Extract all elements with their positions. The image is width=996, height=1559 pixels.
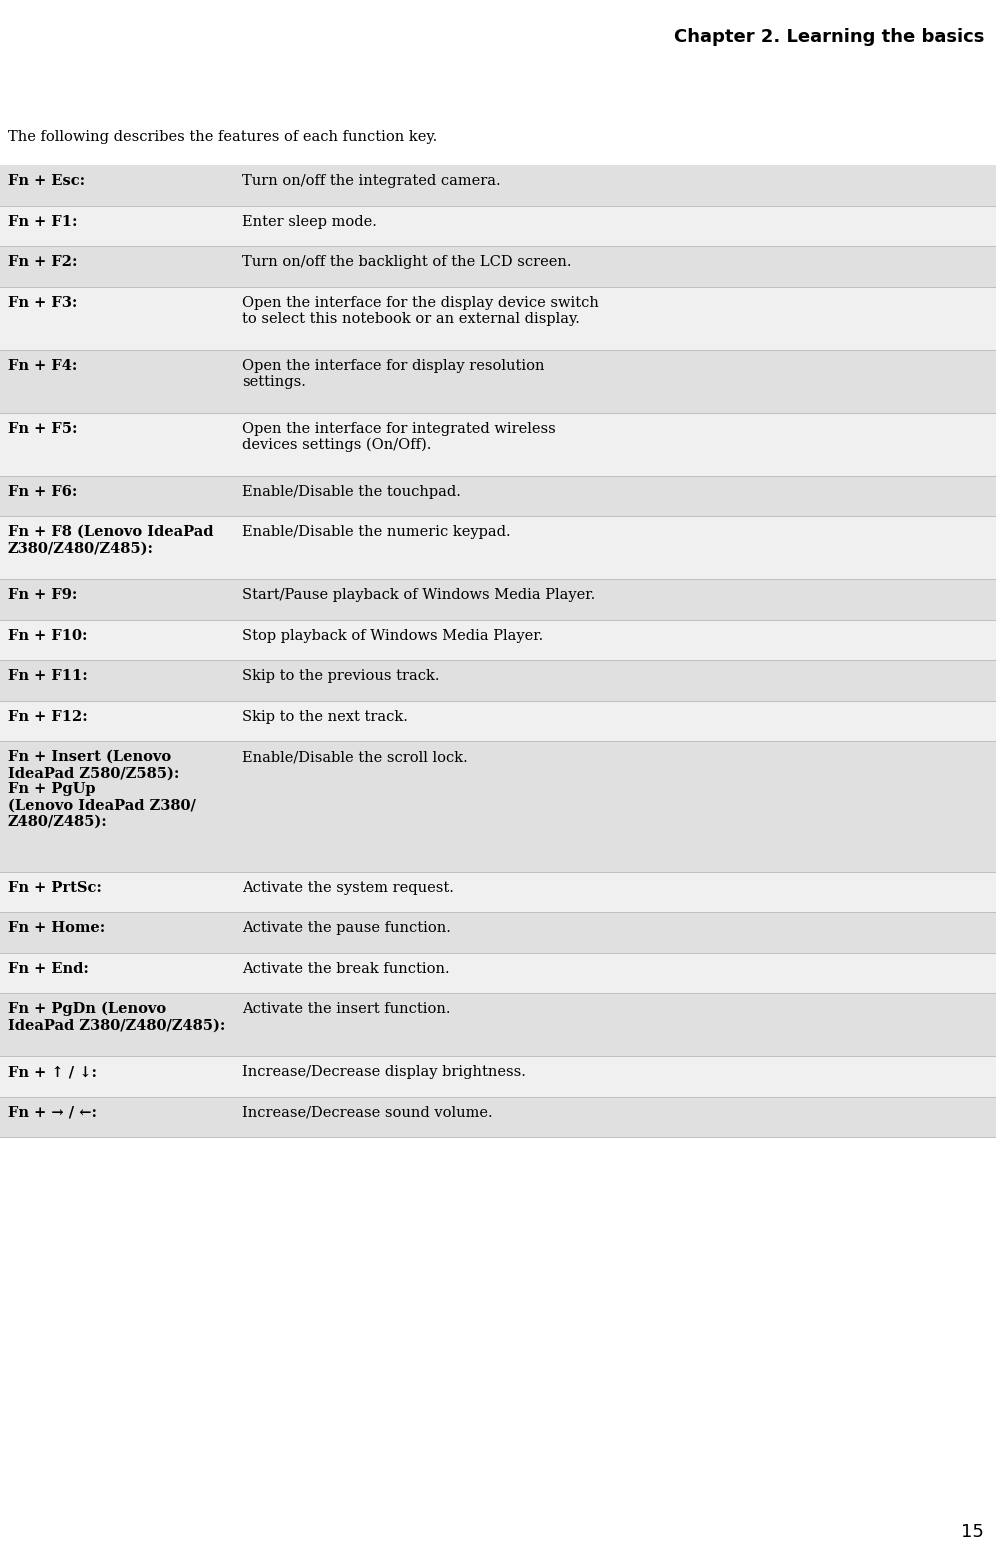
Text: Fn + F9:: Fn + F9: xyxy=(8,588,78,602)
Text: Fn + Home:: Fn + Home: xyxy=(8,921,106,935)
Text: Fn + F6:: Fn + F6: xyxy=(8,485,78,499)
Bar xyxy=(0,246,996,287)
Text: Fn + F4:: Fn + F4: xyxy=(8,359,78,373)
Text: Fn + F5:: Fn + F5: xyxy=(8,421,78,435)
Bar xyxy=(0,516,996,578)
Text: Turn on/off the integrated camera.: Turn on/off the integrated camera. xyxy=(242,175,501,189)
Bar xyxy=(0,475,996,516)
Text: Fn + End:: Fn + End: xyxy=(8,962,89,976)
Text: Open the interface for integrated wireless
devices settings (On/Off).: Open the interface for integrated wirele… xyxy=(242,421,556,452)
Text: Fn + F12:: Fn + F12: xyxy=(8,709,88,723)
Text: 15: 15 xyxy=(961,1523,984,1540)
Bar xyxy=(0,993,996,1055)
Text: Activate the system request.: Activate the system request. xyxy=(242,881,454,895)
Bar xyxy=(0,700,996,741)
Text: Fn + F3:: Fn + F3: xyxy=(8,296,78,310)
Bar xyxy=(0,206,996,246)
Text: Enable/Disable the scroll lock.: Enable/Disable the scroll lock. xyxy=(242,750,468,764)
Bar xyxy=(0,1055,996,1096)
Text: Fn + → / ←:: Fn + → / ←: xyxy=(8,1105,97,1119)
Text: Fn + PrtSc:: Fn + PrtSc: xyxy=(8,881,102,895)
Bar xyxy=(0,619,996,659)
Text: Activate the insert function.: Activate the insert function. xyxy=(242,1002,450,1016)
Text: Fn + PgDn (Lenovo
IdeaPad Z380/Z480/Z485):: Fn + PgDn (Lenovo IdeaPad Z380/Z480/Z485… xyxy=(8,1002,225,1032)
Text: Fn + F11:: Fn + F11: xyxy=(8,669,88,683)
Text: The following describes the features of each function key.: The following describes the features of … xyxy=(8,129,437,143)
Text: Enable/Disable the touchpad.: Enable/Disable the touchpad. xyxy=(242,485,461,499)
Bar xyxy=(0,871,996,912)
Bar xyxy=(0,912,996,953)
Bar xyxy=(0,953,996,993)
Text: Open the interface for display resolution
settings.: Open the interface for display resolutio… xyxy=(242,359,545,388)
Bar xyxy=(0,349,996,413)
Text: Fn + F8 (Lenovo IdeaPad
Z380/Z480/Z485):: Fn + F8 (Lenovo IdeaPad Z380/Z480/Z485): xyxy=(8,525,213,555)
Bar xyxy=(0,741,996,871)
Bar xyxy=(0,413,996,475)
Text: Chapter 2. Learning the basics: Chapter 2. Learning the basics xyxy=(673,28,984,47)
Text: Stop playback of Windows Media Player.: Stop playback of Windows Media Player. xyxy=(242,628,543,642)
Text: Fn + F1:: Fn + F1: xyxy=(8,215,78,229)
Text: Skip to the previous track.: Skip to the previous track. xyxy=(242,669,439,683)
Bar xyxy=(0,578,996,619)
Bar xyxy=(0,165,996,206)
Text: Activate the break function.: Activate the break function. xyxy=(242,962,449,976)
Text: Enable/Disable the numeric keypad.: Enable/Disable the numeric keypad. xyxy=(242,525,511,539)
Text: Open the interface for the display device switch
to select this notebook or an e: Open the interface for the display devic… xyxy=(242,296,599,326)
Text: Fn + ↑ / ↓:: Fn + ↑ / ↓: xyxy=(8,1065,97,1079)
Text: Activate the pause function.: Activate the pause function. xyxy=(242,921,451,935)
Text: Enter sleep mode.: Enter sleep mode. xyxy=(242,215,376,229)
Text: Fn + F2:: Fn + F2: xyxy=(8,256,78,270)
Bar xyxy=(0,659,996,700)
Text: Turn on/off the backlight of the LCD screen.: Turn on/off the backlight of the LCD scr… xyxy=(242,256,572,270)
Text: Fn + Esc:: Fn + Esc: xyxy=(8,175,85,189)
Text: Increase/Decrease sound volume.: Increase/Decrease sound volume. xyxy=(242,1105,493,1119)
Text: Skip to the next track.: Skip to the next track. xyxy=(242,709,408,723)
Text: Start/Pause playback of Windows Media Player.: Start/Pause playback of Windows Media Pl… xyxy=(242,588,596,602)
Text: Fn + Insert (Lenovo
IdeaPad Z580/Z585):
Fn + PgUp
(Lenovo IdeaPad Z380/
Z480/Z48: Fn + Insert (Lenovo IdeaPad Z580/Z585): … xyxy=(8,750,196,829)
Text: Fn + F10:: Fn + F10: xyxy=(8,628,88,642)
Bar xyxy=(0,1096,996,1137)
Bar xyxy=(0,287,996,349)
Text: Increase/Decrease display brightness.: Increase/Decrease display brightness. xyxy=(242,1065,526,1079)
